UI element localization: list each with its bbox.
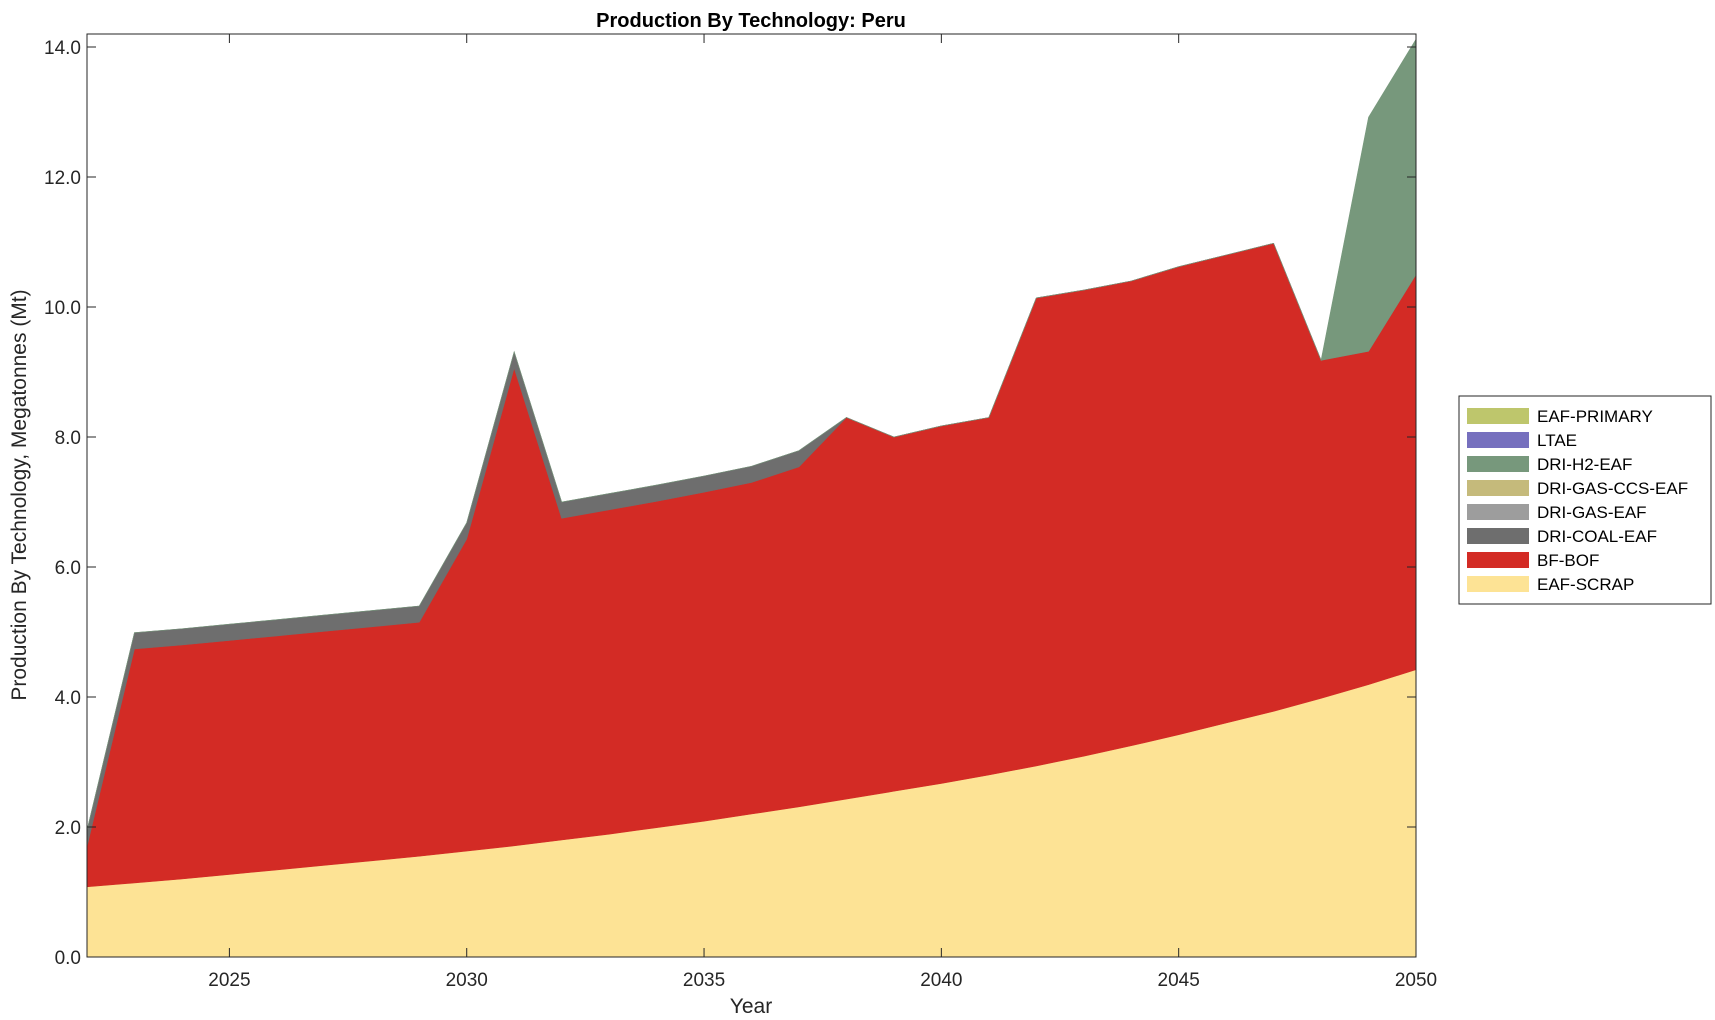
y-tick-label: 6.0 — [55, 558, 81, 579]
y-tick-label: 2.0 — [55, 818, 81, 839]
legend: EAF-PRIMARY LTAE DRI-H2-EAF DRI-GAS-CCS-EAF… — [1458, 395, 1712, 605]
legend-swatch-eaf-primary — [1467, 408, 1529, 424]
y-tick-label: 14.0 — [44, 38, 81, 59]
legend-label-dri-coal-eaf: DRI-COAL-EAF — [1537, 527, 1657, 546]
plot-frame — [86, 33, 1417, 958]
y-tick-label: 10.0 — [44, 298, 81, 319]
y-tick-label: 0.0 — [55, 948, 81, 969]
x-tick-label: 2045 — [1158, 970, 1200, 991]
legend-swatch-eaf-scrap — [1467, 576, 1529, 592]
legend-swatch-dri-coal-eaf — [1467, 528, 1529, 544]
legend-label-eaf-primary: EAF-PRIMARY — [1537, 407, 1653, 426]
axes: 2025 2030 2035 2040 2045 2050 0.0 2.0 4.0 6.0 8.0 1… — [44, 34, 1437, 991]
x-tick-label: 2050 — [1395, 970, 1437, 991]
legend-label-ltae: LTAE — [1537, 431, 1577, 450]
legend-swatch-dri-gas-eaf — [1467, 504, 1529, 520]
legend-swatch-dri-gas-ccs-eaf — [1467, 480, 1529, 496]
stacked-areas — [86, 38, 1417, 958]
legend-label-dri-gas-ccs-eaf: DRI-GAS-CCS-EAF — [1537, 479, 1688, 498]
legend-label-dri-h2-eaf: DRI-H2-EAF — [1537, 455, 1632, 474]
legend-label-dri-gas-eaf: DRI-GAS-EAF — [1537, 503, 1647, 522]
legend-swatch-dri-h2-eaf — [1467, 456, 1529, 472]
x-tick-label: 2040 — [920, 970, 962, 991]
y-tick-label: 12.0 — [44, 168, 81, 189]
x-axis-label: Year — [730, 995, 772, 1018]
y-tick-label: 8.0 — [55, 428, 81, 449]
legend-swatch-ltae — [1467, 432, 1529, 448]
x-tick-label: 2025 — [208, 970, 250, 991]
legend-box — [1458, 395, 1712, 605]
legend-label-eaf-scrap: EAF-SCRAP — [1537, 575, 1634, 594]
y-tick-label: 4.0 — [55, 688, 81, 709]
y-axis-label: Production By Technology, Megatonnes (Mt… — [8, 289, 31, 700]
legend-swatch-bf-bof — [1467, 552, 1529, 568]
x-tick-label: 2030 — [446, 970, 488, 991]
chart-title: Production By Technology: Peru — [596, 10, 906, 32]
legend-label-bf-bof: BF-BOF — [1537, 551, 1599, 570]
x-tick-label: 2035 — [683, 970, 725, 991]
